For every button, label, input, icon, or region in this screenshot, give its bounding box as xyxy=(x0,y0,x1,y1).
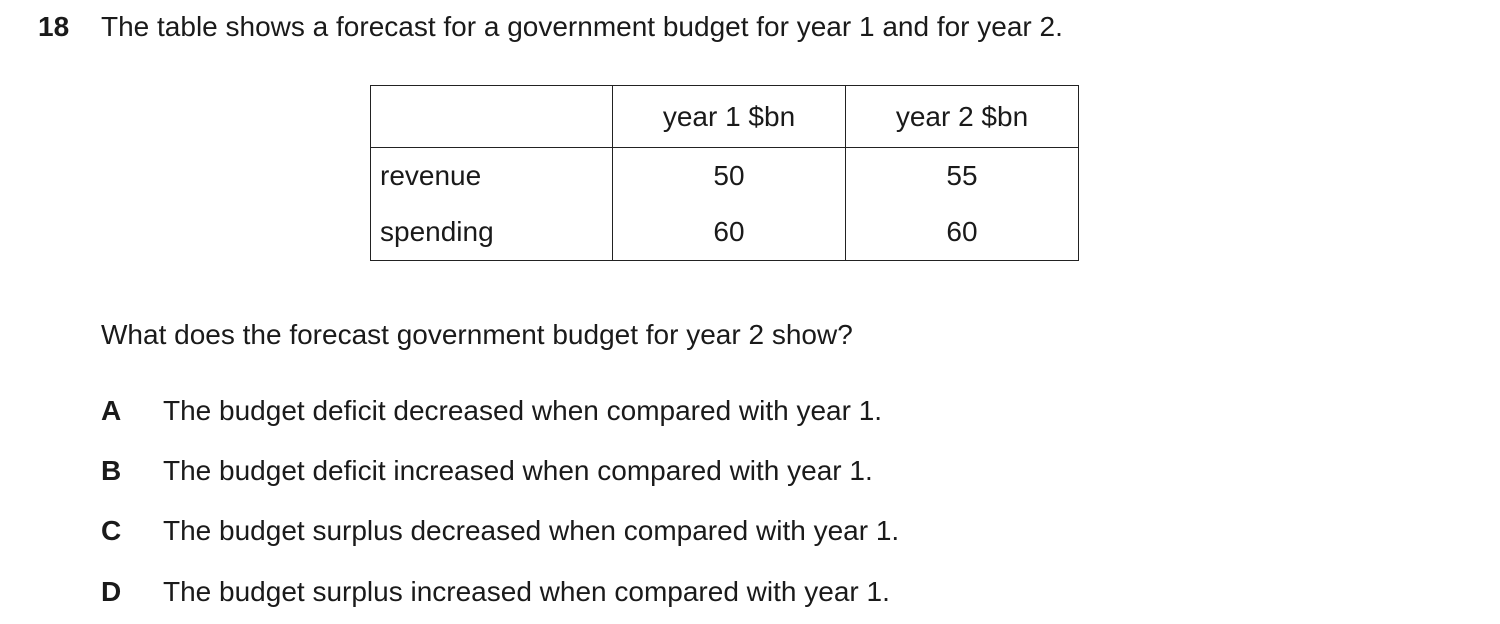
revenue-year-1: 50 xyxy=(612,147,846,204)
option-text-d: The budget surplus increased when compar… xyxy=(163,576,890,607)
option-d[interactable]: D The budget surplus increased when compa… xyxy=(101,575,890,609)
option-letter-d: D xyxy=(101,576,122,607)
spending-year-1: 60 xyxy=(612,204,846,261)
row-label-revenue: revenue xyxy=(370,147,613,204)
budget-table: year 1 $bn year 2 $bn revenue 50 55 spen… xyxy=(370,85,1079,261)
option-letter-c: C xyxy=(101,515,122,546)
option-b[interactable]: B The budget deficit increased when compa… xyxy=(101,454,873,488)
table-header-row: year 1 $bn year 2 $bn xyxy=(370,85,1079,148)
header-empty-cell xyxy=(370,85,613,148)
table-row-spending: spending 60 60 xyxy=(370,204,1079,261)
question-prompt: What does the forecast government budget… xyxy=(101,319,853,350)
option-letter-a: A xyxy=(101,395,122,426)
question-stem: The table shows a forecast for a governm… xyxy=(101,11,1063,42)
option-text-c: The budget surplus decreased when compar… xyxy=(163,515,900,546)
spending-year-2: 60 xyxy=(845,204,1079,261)
option-text-a: The budget deficit decreased when compar… xyxy=(163,395,883,426)
table-row-revenue: revenue 50 55 xyxy=(370,147,1079,204)
header-year-1: year 1 $bn xyxy=(612,85,846,148)
option-c[interactable]: C The budget surplus decreased when compa… xyxy=(101,514,899,548)
option-a[interactable]: A The budget deficit decreased when compa… xyxy=(101,394,882,428)
header-year-2: year 2 $bn xyxy=(845,85,1079,148)
option-text-b: The budget deficit increased when compar… xyxy=(163,455,873,486)
row-label-spending: spending xyxy=(370,204,613,261)
question-number: 18 xyxy=(38,11,70,42)
option-letter-b: B xyxy=(101,455,122,486)
revenue-year-2: 55 xyxy=(845,147,1079,204)
